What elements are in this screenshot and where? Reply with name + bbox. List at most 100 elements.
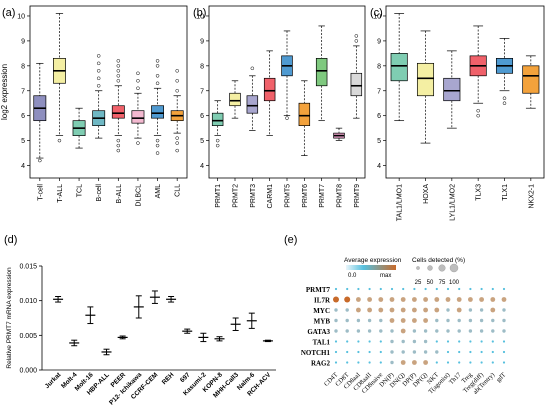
expression-dot [357,340,360,343]
plot-frame-a [29,5,188,179]
x-tick-label-a: T-cell [37,184,44,201]
box [151,105,164,119]
gene-label: TAL1 [313,339,331,347]
expression-dot [390,360,394,365]
expression-dot [446,318,450,323]
outlier-point [116,148,121,153]
expression-dot [390,339,394,344]
expression-dot [434,297,440,302]
expression-dot [356,329,361,333]
legend-size-dot [427,265,433,271]
legend-size-label: 50 [427,280,434,286]
box [522,65,540,94]
expression-dot [445,297,451,302]
outlier-point [476,108,480,113]
expression-dot [491,350,494,354]
expression-dot [379,350,382,354]
expression-dot [480,287,483,291]
y-tick-label-b: 5 [200,138,204,145]
expression-dot [389,307,395,313]
expression-dot [412,350,417,354]
outlier-point [96,84,101,88]
expression-dot [412,360,417,365]
expression-dot [345,329,349,333]
expression-dot [423,297,428,302]
outlier-point [354,34,359,38]
outlier-point [175,141,179,145]
x-tick-label-a: T-ALL [57,184,64,203]
x-tick-label-b: PRMT6 [302,184,309,208]
outlier-point [96,54,101,58]
expression-dot [400,328,406,334]
y-tick-label-b: 10 [196,13,204,20]
box [390,53,408,82]
outlier-point [175,148,179,153]
expression-dot [401,339,405,344]
expression-dot [458,361,461,364]
x-tick-label-b: PRMT1 [215,184,222,208]
x-tick-label-c: TLX1 [502,184,509,201]
expression-dot [469,287,472,291]
expression-dot [457,318,461,323]
expression-dot [345,308,349,312]
gene-label: MYC [313,307,330,315]
celltype-label: gdT [495,371,507,383]
expression-dot [389,297,395,302]
x-tick-label-b: PRMT2 [233,184,240,208]
box [211,112,224,127]
expression-dot [502,340,506,343]
expression-dot [367,307,372,313]
y-tick-label-c: 5 [377,138,381,145]
outlier-point [155,59,160,63]
expression-dot [356,318,361,323]
expression-dot [469,361,472,364]
legend-size-dot [438,264,446,272]
expression-dot [446,350,450,354]
outlier-point [116,59,121,63]
expression-dot [435,361,438,364]
outlier-point [250,66,255,71]
expression-dot [502,318,506,323]
outlier-point [155,74,160,78]
panel-label-c: (c) [370,7,383,19]
expression-dot [357,361,360,364]
expression-dot [356,297,361,302]
y-tick-label-a: 9 [21,38,25,45]
y-tick-label-c: 4 [377,163,381,170]
plot-frame-c [385,5,545,179]
expression-dot [334,318,338,323]
expression-dot [378,297,384,302]
gene-label: RAG2 [311,360,331,368]
expression-dot [400,318,406,323]
x-tick-label-b: PRMT3 [250,184,257,208]
expression-dot [345,318,349,323]
outlier-point [57,138,62,143]
legend-size-dot [416,266,420,270]
expression-dot [423,339,428,344]
panel-e: (e) Average expression 0.0 max Cells detect… [284,234,507,396]
expression-dot [390,350,394,354]
expression-dot [446,329,450,333]
boxes-b [211,25,363,156]
box [416,62,435,97]
expression-dot [346,340,349,343]
x-tick-label-b: PRMT5 [285,184,292,208]
expression-dot [334,308,338,312]
outlier-point [175,69,179,73]
outlier-point [136,71,140,76]
gene-labels-e: PRMT7 IL7R MYC MYB GATA3 TAL1 NOTCH1 RAG2 [301,286,331,368]
outlier-point [354,39,359,43]
outlier-point [116,143,121,148]
dotplot-e [333,287,507,365]
y-tick-label-a: 6 [21,113,25,120]
y-tick-label-c: 10 [373,13,381,20]
outlier-point [215,138,220,143]
expression-dot [424,287,427,291]
y-tick-label-d: 0.010 [19,298,37,305]
expression-dot [456,307,462,313]
y-tick-label-c: 9 [377,38,381,45]
expression-dot [446,361,450,364]
expression-dot [501,297,507,302]
y-tick-label-b: 9 [200,38,204,45]
